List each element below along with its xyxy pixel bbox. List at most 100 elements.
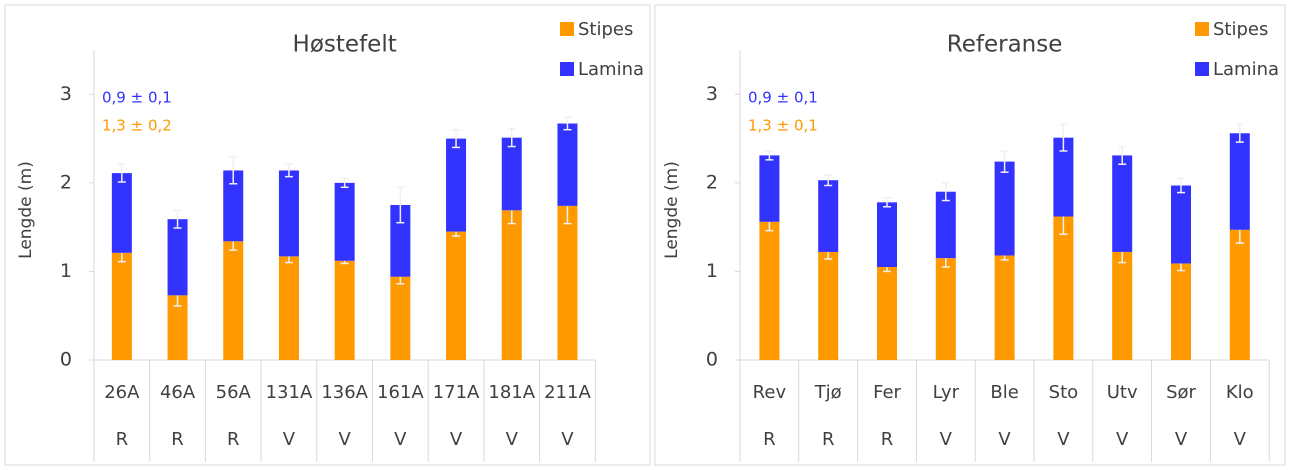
y-tick-label: 2 — [60, 171, 72, 193]
y-tick-label: 3 — [706, 83, 718, 105]
bar-segment — [501, 210, 522, 360]
bar-segment — [877, 267, 897, 360]
x-tick-label: Klo — [1226, 382, 1254, 403]
annotation: 0,9 ± 0,1 — [102, 89, 172, 107]
y-tick-label: 0 — [706, 349, 718, 371]
error-bar — [824, 174, 833, 187]
bar-segment — [818, 180, 839, 252]
error-bar — [1177, 177, 1185, 194]
error-bar — [452, 128, 461, 149]
chart-panel: Referanse Lengde (m) 0 1 2 3 Stipes Lamina Rev R T… — [654, 4, 1286, 466]
bar-segment — [935, 191, 956, 259]
x-sublabel: R — [227, 429, 240, 450]
x-tick-label: Sør — [1166, 382, 1196, 403]
bar-segment — [557, 205, 578, 360]
x-sublabel: R — [763, 429, 776, 450]
x-tick-label: 171A — [433, 382, 480, 403]
x-sublabel: V — [338, 429, 351, 450]
bar-segment — [334, 260, 355, 360]
x-tick-label: 161A — [377, 382, 424, 403]
bar-segment — [111, 173, 132, 253]
error-bar — [765, 150, 774, 161]
x-sublabel: R — [116, 429, 129, 450]
chart-title: Referanse — [947, 32, 1063, 58]
bar-segment — [167, 295, 188, 360]
bar-segment — [1229, 133, 1250, 230]
bar-segment — [278, 170, 299, 257]
legend-label: Stipes — [578, 19, 633, 40]
x-tick-label: Sto — [1049, 382, 1079, 403]
x-tick-label: 131A — [266, 382, 313, 403]
annotation: 0,9 ± 0,1 — [748, 89, 818, 107]
bar-segment — [111, 252, 132, 360]
bar-segment — [390, 276, 411, 360]
x-sublabel: V — [1175, 429, 1188, 450]
bar-segment — [1171, 185, 1191, 264]
bar-segment — [759, 221, 780, 360]
legend-label: Lamina — [578, 59, 644, 80]
error-bar — [340, 177, 349, 189]
bar-segment — [501, 137, 522, 211]
x-sublabel: V — [998, 429, 1011, 450]
x-sublabel: V — [561, 429, 574, 450]
y-tick-label: 3 — [60, 83, 72, 105]
bar-segment — [1171, 263, 1191, 360]
bar-segment — [557, 123, 578, 206]
x-sublabel: V — [394, 429, 407, 450]
error-bar — [563, 116, 572, 131]
legend-label: Lamina — [1213, 59, 1279, 80]
annotation: 1,3 ± 0,2 — [102, 117, 172, 135]
x-tick-label: 136A — [321, 382, 368, 403]
bar-segment — [759, 155, 780, 222]
x-tick-label: Ble — [990, 382, 1018, 403]
error-bar — [229, 156, 238, 185]
x-sublabel: V — [450, 429, 463, 450]
chart-panel: Høstefelt Lengde (m) 0 1 2 3 Stipes Lamina 26A R 4… — [4, 4, 651, 466]
bar-segment — [1053, 137, 1074, 217]
x-sublabel: V — [1057, 429, 1070, 450]
bar-segment — [877, 202, 897, 267]
bar-segment — [1112, 251, 1133, 360]
x-tick-label: 181A — [488, 382, 535, 403]
error-bar — [883, 197, 891, 208]
bar-segment — [1053, 216, 1074, 360]
x-sublabel: V — [1234, 429, 1247, 450]
legend-swatch — [1195, 62, 1209, 76]
error-bar — [507, 128, 516, 148]
bar-segment — [223, 170, 244, 242]
x-sublabel: R — [822, 429, 835, 450]
y-axis-label: Lengde (m) — [16, 161, 36, 259]
bar-segment — [994, 255, 1015, 360]
error-bar — [173, 209, 182, 229]
error-bar — [1059, 123, 1068, 152]
x-sublabel: V — [506, 429, 519, 450]
y-tick-label: 2 — [706, 171, 718, 193]
x-sublabel: V — [283, 429, 296, 450]
error-bar — [1235, 123, 1244, 143]
x-tick-label: Fer — [873, 382, 901, 403]
bar-segment — [935, 258, 956, 360]
legend-swatch — [1195, 22, 1209, 36]
x-tick-label: 211A — [544, 382, 591, 403]
bar-segment — [278, 256, 299, 360]
bar-segment — [1112, 155, 1133, 252]
x-tick-label: Lyr — [933, 382, 960, 403]
error-bar — [1000, 150, 1009, 173]
annotation: 1,3 ± 0,1 — [748, 117, 818, 135]
legend-swatch — [560, 62, 574, 76]
legend-label: Stipes — [1213, 19, 1268, 40]
x-tick-label: 26A — [104, 382, 140, 403]
x-tick-label: Tjø — [814, 382, 842, 403]
bar-segment — [446, 231, 467, 360]
x-sublabel: V — [1116, 429, 1129, 450]
x-tick-label: Rev — [753, 382, 787, 403]
bar-segment — [223, 241, 244, 360]
x-sublabel: R — [881, 429, 894, 450]
x-sublabel: R — [171, 429, 184, 450]
y-tick-label: 0 — [60, 349, 72, 371]
error-bar — [941, 182, 950, 202]
error-bar — [1118, 145, 1127, 166]
bar-segment — [390, 205, 411, 277]
bar-segment — [994, 161, 1015, 256]
